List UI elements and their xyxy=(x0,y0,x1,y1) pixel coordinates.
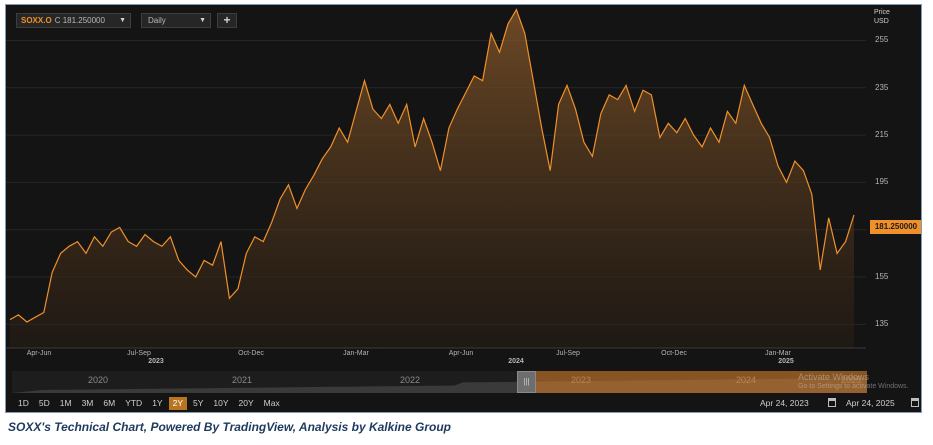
y-tick-label: 135 xyxy=(875,319,889,329)
x-year-label: 2023 xyxy=(148,358,164,365)
chevron-down-icon: ▼ xyxy=(119,17,126,24)
x-tick-label: Oct-Dec xyxy=(238,350,264,357)
range-button-max[interactable]: Max xyxy=(263,398,280,408)
price-chart xyxy=(6,8,866,349)
start-date[interactable]: Apr 24, 2023 xyxy=(760,398,809,408)
range-button-6m[interactable]: 6M xyxy=(103,398,116,408)
x-tick-label: Jan-Mar xyxy=(765,350,791,357)
chart-panel: SOXX.O C 181.250000 ▼ Daily ▼ + Price USD… xyxy=(5,4,922,413)
range-button-1y[interactable]: 1Y xyxy=(152,398,163,408)
y-tick-label: 155 xyxy=(875,272,889,282)
figure-caption: SOXX's Technical Chart, Powered By Tradi… xyxy=(8,420,451,434)
activation-watermark: Activate Windows Go to Settings to activ… xyxy=(798,373,909,391)
range-button-1m[interactable]: 1M xyxy=(59,398,72,408)
watermark-title: Activate Windows xyxy=(798,372,870,382)
calendar-icon[interactable] xyxy=(911,398,919,407)
calendar-icon[interactable] xyxy=(828,398,836,407)
range-buttons: 1D 5D 1M 3M 6M YTD 1Y 2Y 5Y 10Y 20Y Max xyxy=(14,397,286,410)
x-tick-label: Apr-Jun xyxy=(26,350,52,357)
symbol-selector[interactable]: SOXX.O C 181.250000 ▼ xyxy=(16,13,131,28)
interval-label: Daily xyxy=(148,16,166,25)
x-tick-label: Jan-Mar xyxy=(343,350,369,357)
x-tick-label: Apr-Jun xyxy=(448,350,474,357)
range-button-ytd[interactable]: YTD xyxy=(125,398,143,408)
close-value: C 181.250000 xyxy=(54,16,105,25)
interval-selector[interactable]: Daily ▼ xyxy=(141,13,211,28)
add-button[interactable]: + xyxy=(217,13,237,28)
x-year-label: 2024 xyxy=(508,358,524,365)
range-button-2y[interactable]: 2Y xyxy=(168,397,187,410)
last-price-badge: 181.250000 xyxy=(870,220,921,234)
x-year-label: 2025 xyxy=(778,358,794,365)
y-tick-label: 235 xyxy=(875,82,889,92)
y-tick-label: 215 xyxy=(875,130,889,140)
navigator-selection[interactable] xyxy=(536,371,867,393)
x-tick-label: Jul-Sep xyxy=(556,350,580,357)
price-area xyxy=(10,9,854,348)
x-tick-label: Oct-Dec xyxy=(661,350,687,357)
x-tick-label: Jul-Sep xyxy=(127,350,151,357)
price-line xyxy=(9,8,855,323)
price-label: Price xyxy=(874,9,890,16)
range-button-10y[interactable]: 10Y xyxy=(213,398,229,408)
range-button-5y[interactable]: 5Y xyxy=(193,398,204,408)
watermark-subtitle: Go to Settings to activate Windows. xyxy=(798,383,909,390)
end-date[interactable]: Apr 24, 2025 xyxy=(846,398,895,408)
y-tick-label: 255 xyxy=(875,35,889,45)
navigator-year-label: 2022 xyxy=(399,375,421,385)
navigator-handle[interactable]: ||| xyxy=(517,371,536,393)
range-button-20y[interactable]: 20Y xyxy=(238,398,254,408)
symbol-label: SOXX.O xyxy=(21,16,52,25)
navigator-year-label: 2021 xyxy=(231,375,253,385)
range-button-1d[interactable]: 1D xyxy=(18,398,29,408)
navigator-year-label: 2020 xyxy=(87,375,109,385)
currency-label: USD xyxy=(874,18,889,25)
y-tick-label: 195 xyxy=(875,177,889,187)
chevron-down-icon: ▼ xyxy=(199,17,206,24)
range-button-3m[interactable]: 3M xyxy=(81,398,94,408)
price-axis-label: Price USD xyxy=(874,8,890,26)
range-button-5d[interactable]: 5D xyxy=(38,398,50,408)
